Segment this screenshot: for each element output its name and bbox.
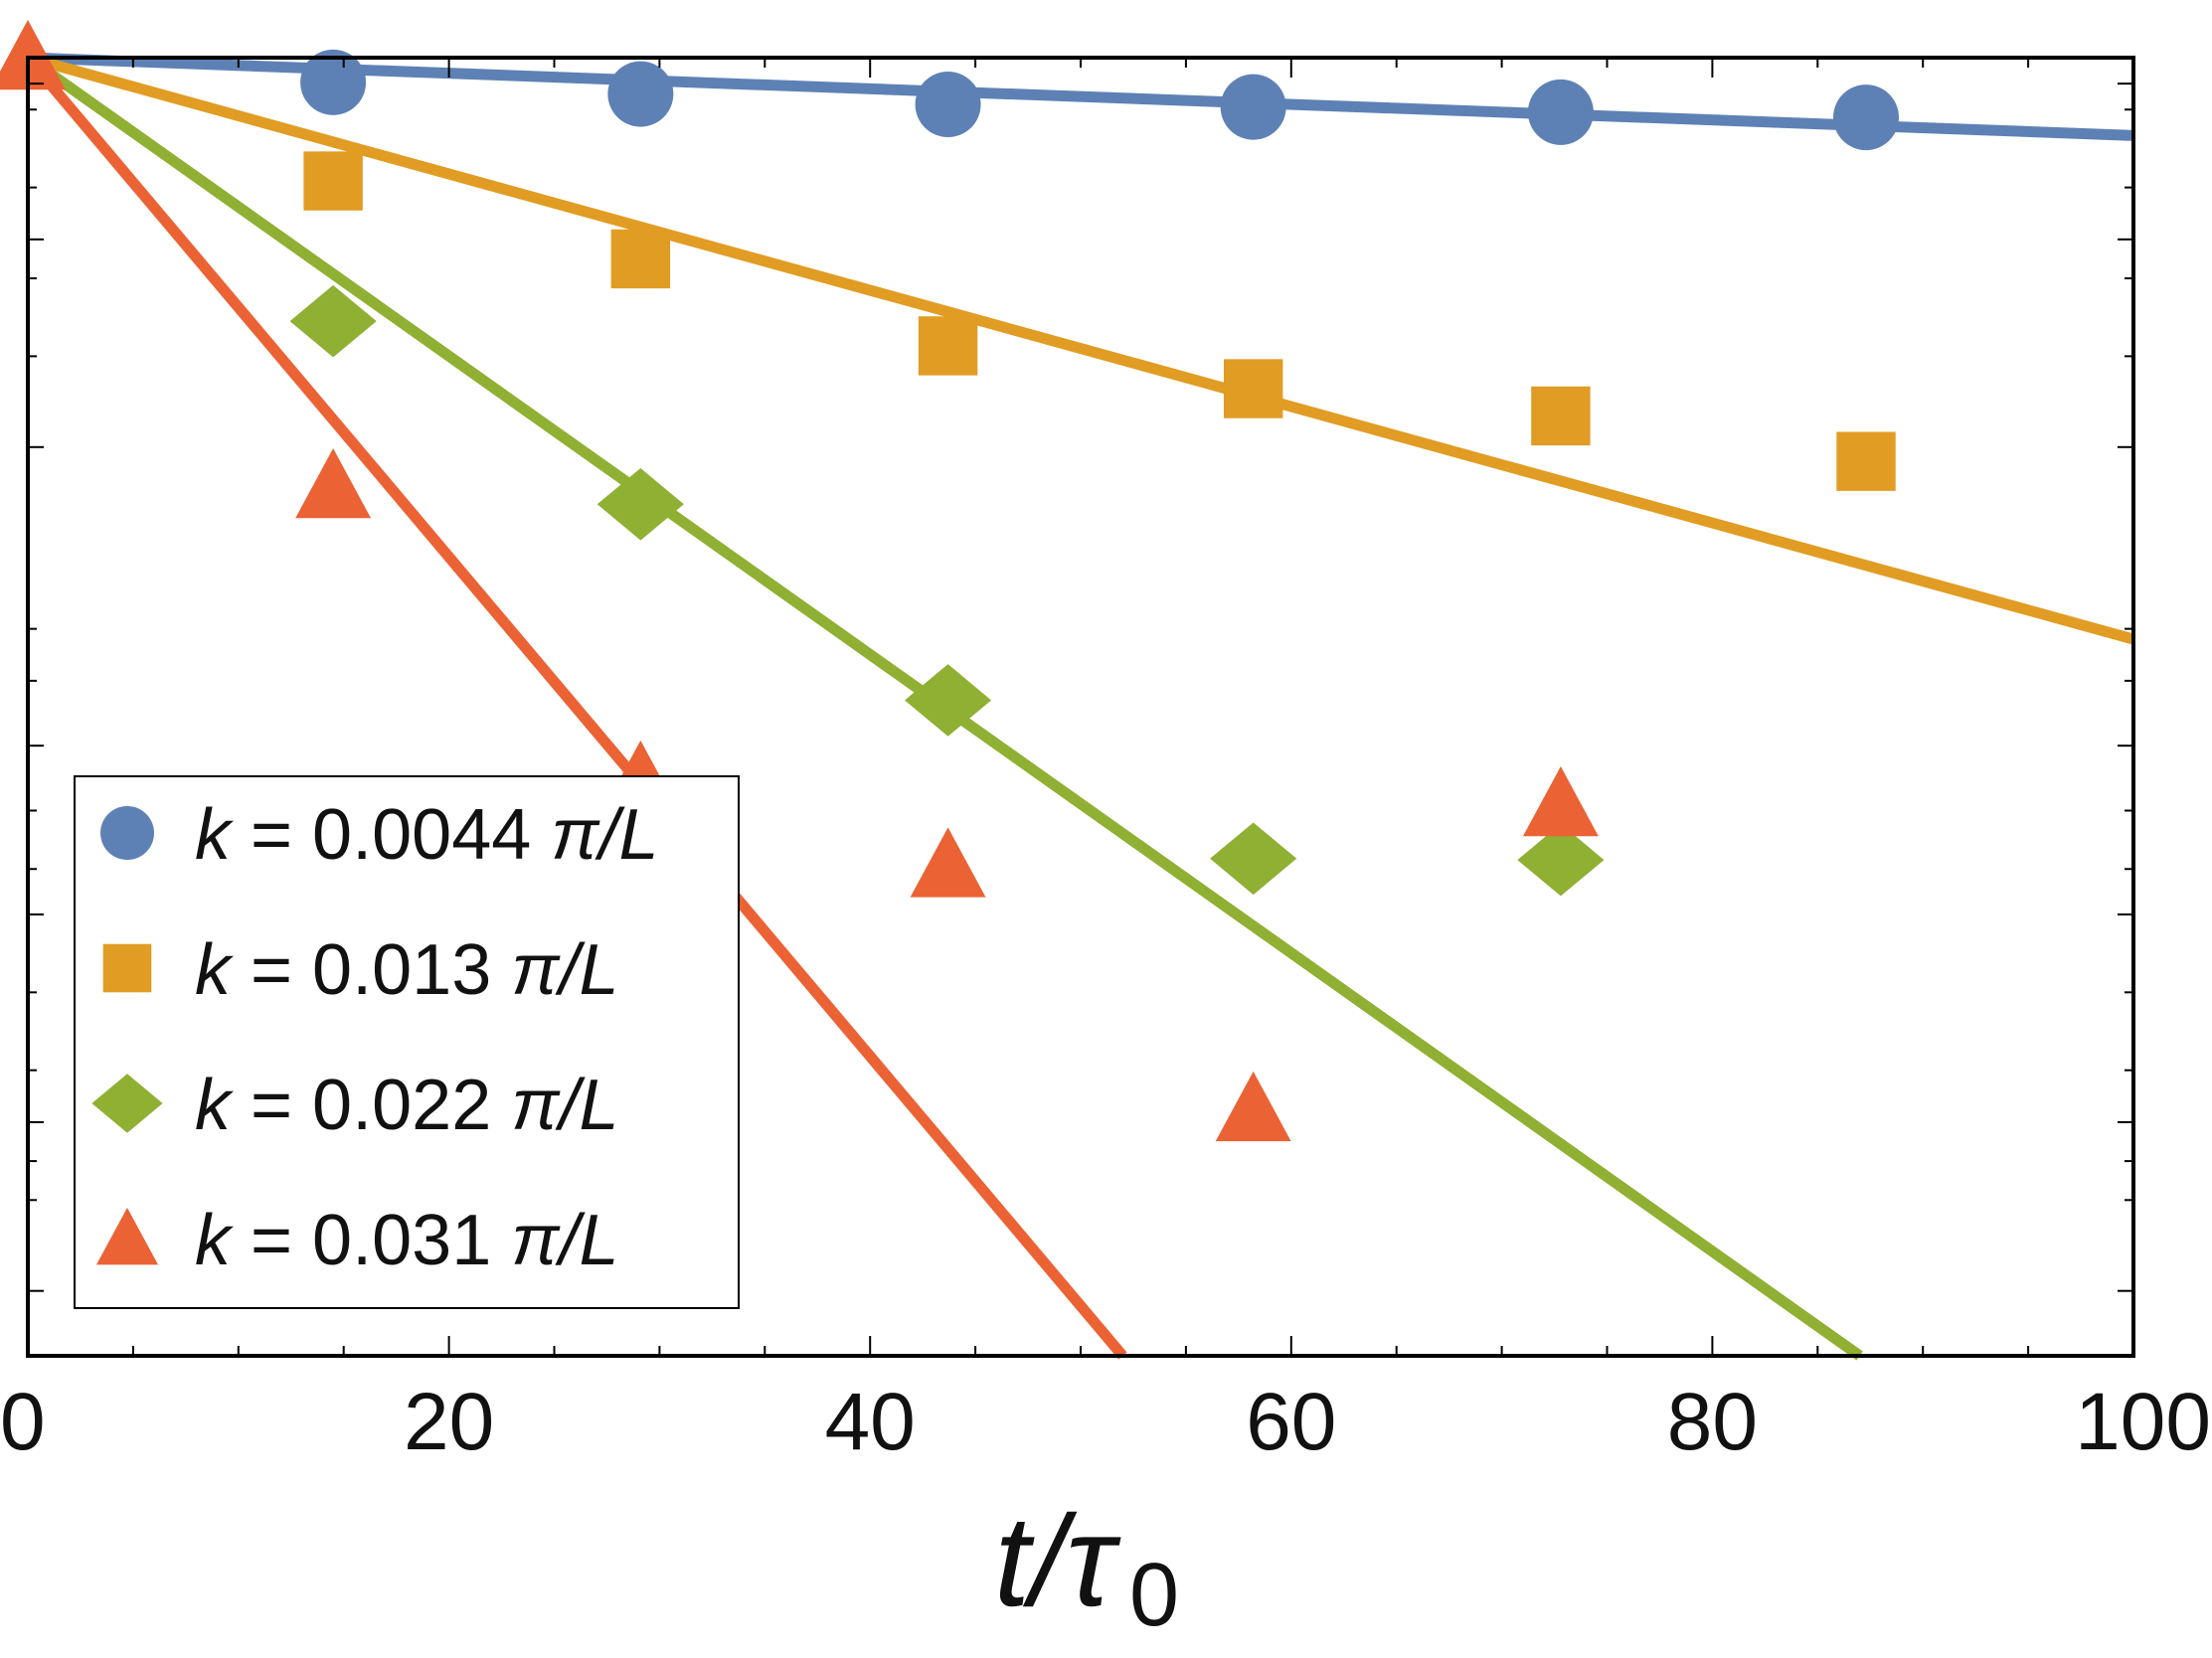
point-series-0-1 <box>607 61 674 127</box>
data-points <box>0 20 1900 1142</box>
point-series-1-5 <box>1836 431 1896 491</box>
point-series-0-2 <box>915 72 981 138</box>
x-ticks <box>27 58 2134 1356</box>
x-tick-label-20: 20 <box>404 1377 494 1467</box>
x-tick-label-100: 100 <box>2075 1377 2211 1467</box>
legend-box <box>74 775 740 1309</box>
x-axis-label: t/τ <box>994 1488 1121 1633</box>
legend-marker-3 <box>95 1207 159 1265</box>
legend-entry-3: k = 0.031 π/L <box>195 1201 619 1280</box>
fit-line-series-3 <box>23 54 1127 1360</box>
point-series-1-1 <box>610 229 671 289</box>
point-series-3-3 <box>910 827 986 898</box>
point-series-2-2 <box>905 664 992 737</box>
point-series-0-0 <box>300 49 367 115</box>
x-tick-labels: 0 20 40 60 80 100 <box>0 1377 2211 1467</box>
point-series-3-0 <box>0 20 66 90</box>
y-ticks <box>28 57 2133 1292</box>
legend-marker-1 <box>102 943 152 993</box>
x-tick-label-0: 0 <box>0 1377 46 1467</box>
point-series-3-1 <box>295 448 372 519</box>
point-series-2-4 <box>1517 823 1605 897</box>
legend: k = 0.0044 π/L k = 0.013 π/L k = 0.022 π/L… <box>74 775 740 1309</box>
x-tick-label-60: 60 <box>1246 1377 1336 1467</box>
legend-entry-2: k = 0.022 π/L <box>195 1066 619 1145</box>
point-series-1-4 <box>1531 386 1591 446</box>
point-series-1-3 <box>1223 359 1283 418</box>
point-series-1-0 <box>303 151 363 211</box>
fit-line-series-0 <box>27 52 2134 141</box>
point-series-0-3 <box>1220 74 1286 140</box>
point-series-0-5 <box>1833 84 1900 151</box>
legend-entry-1: k = 0.013 π/L <box>195 930 619 1010</box>
point-series-0-4 <box>1527 79 1594 145</box>
legend-marker-2 <box>91 1074 163 1133</box>
point-series-1-2 <box>918 316 978 376</box>
x-tick-label-40: 40 <box>825 1377 916 1467</box>
point-series-2-1 <box>596 467 684 541</box>
point-series-3-4 <box>1215 1071 1291 1142</box>
fit-line-series-1 <box>26 52 2135 645</box>
point-series-3-5 <box>1522 766 1599 837</box>
legend-entry-0: k = 0.0044 π/L <box>195 795 659 875</box>
point-series-2-3 <box>1210 822 1297 896</box>
legend-marker-0 <box>100 806 154 860</box>
point-series-2-0 <box>289 284 377 358</box>
x-axis-label-subscript: 0 <box>1129 1546 1179 1645</box>
x-tick-label-80: 80 <box>1667 1377 1758 1467</box>
